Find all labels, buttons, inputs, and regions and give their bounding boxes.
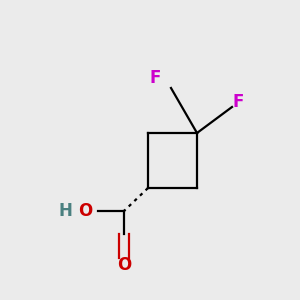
Text: F: F (149, 69, 161, 87)
Text: H: H (58, 202, 72, 220)
Text: F: F (232, 93, 244, 111)
Text: O: O (78, 202, 92, 220)
Text: O: O (117, 256, 131, 274)
